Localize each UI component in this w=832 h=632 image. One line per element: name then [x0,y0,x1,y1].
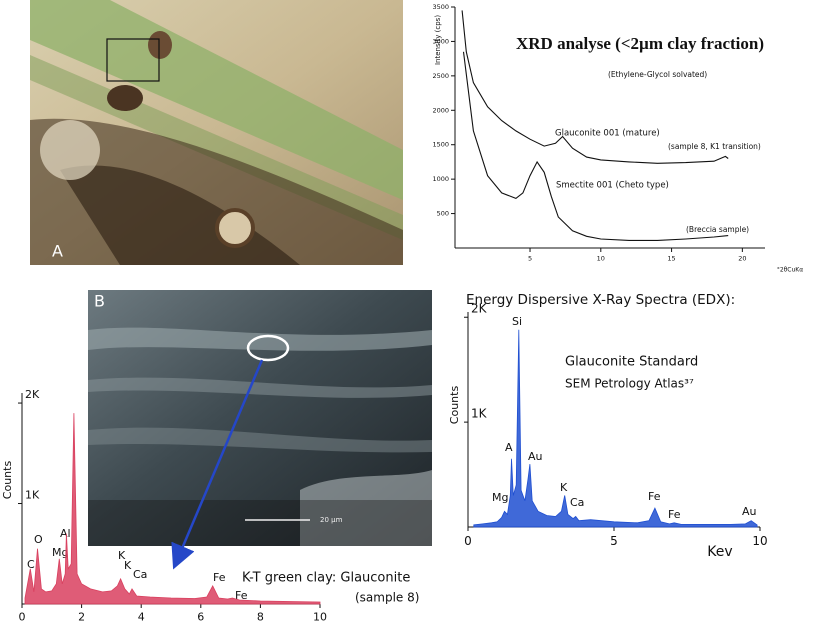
chart-title: Energy Dispersive X-Ray Spectra (EDX): [466,292,735,308]
peak-label: Si [512,315,522,328]
panel-label: A [52,242,63,261]
peak-label: K [124,559,132,572]
y-tick-label: 1500 [432,141,449,149]
peak-label: K [560,481,568,494]
y-tick-label: 2K [25,388,40,401]
y-tick-label: 3000 [432,37,449,45]
x-tick-label: 10 [313,611,327,624]
peak-label: Ca [570,496,584,509]
peak-label: K [118,549,126,562]
micrograph-a [30,0,403,265]
data-line [462,51,729,241]
y-tick-label: 3500 [432,3,449,11]
y-tick-label: 1K [471,407,488,421]
annotation: SEM Petrology Atlas³⁷ [565,377,694,391]
x-axis-label: °2θCuKα [777,267,803,274]
x-tick-label: 0 [19,611,26,624]
x-tick-label: 15 [667,255,675,263]
y-axis-label: Counts [448,386,461,425]
scale-bar-label: 20 µm [320,516,343,524]
x-tick-label: 20 [738,255,746,263]
y-tick-label: 2500 [432,72,449,80]
x-tick-label: 10 [597,255,605,263]
x-tick-label: 2 [78,611,85,624]
data-line [461,10,729,164]
annotation: (sample 8, K1 transition) [668,142,761,151]
annotation: Glauconite 001 (mature) [555,129,660,139]
x-tick-label: 6 [197,611,204,624]
spectrum-area [473,329,758,528]
spectrum-area [24,413,321,605]
peak-label: O [34,533,43,546]
peak-label: Fe [213,571,226,584]
peak-label: Al [60,527,71,540]
y-axis-label: Intensity (cps) [434,15,442,65]
peak-label: Mg [492,491,508,504]
chart-title: XRD analyse (<2µm clay fraction) [516,34,764,53]
arrow [171,359,264,570]
sem-image-b [88,290,432,546]
x-tick-label: 10 [752,534,767,548]
peak-label: C [27,558,35,571]
annotation: (Ethylene-Glycol solvated) [608,70,707,79]
x-tick-label: 5 [528,255,532,263]
x-tick-label: 0 [464,534,472,548]
annotation: (Breccia sample) [686,225,749,234]
caption: K-T green clay: Glauconite [242,571,410,586]
y-tick-label: 2K [471,302,488,316]
annotation: Glauconite Standard [565,355,698,370]
y-tick-label: 1000 [432,175,449,183]
peak-label: Mg [52,546,68,559]
x-tick-label: 8 [257,611,264,624]
peak-label: Fe [668,508,681,521]
x-axis-label: Kev [707,544,732,560]
annotation: Smectite 001 (Cheto type) [556,181,669,191]
x-tick-label: 5 [610,534,618,548]
caption-sample: (sample 8) [355,591,419,605]
y-tick-label: 500 [437,210,449,218]
peak-label: Ca [133,568,147,581]
x-tick-label: 4 [138,611,145,624]
y-tick-label: 1K [25,489,40,502]
peak-label: Fe [648,490,661,503]
peak-label: Fe [235,589,248,602]
panel-label: B [94,292,105,311]
peak-label: A [505,441,513,454]
peak-label: Au [742,505,757,518]
peak-label: Au [528,450,543,463]
y-tick-label: 2000 [432,106,449,114]
y-axis-label: Counts [1,461,14,500]
